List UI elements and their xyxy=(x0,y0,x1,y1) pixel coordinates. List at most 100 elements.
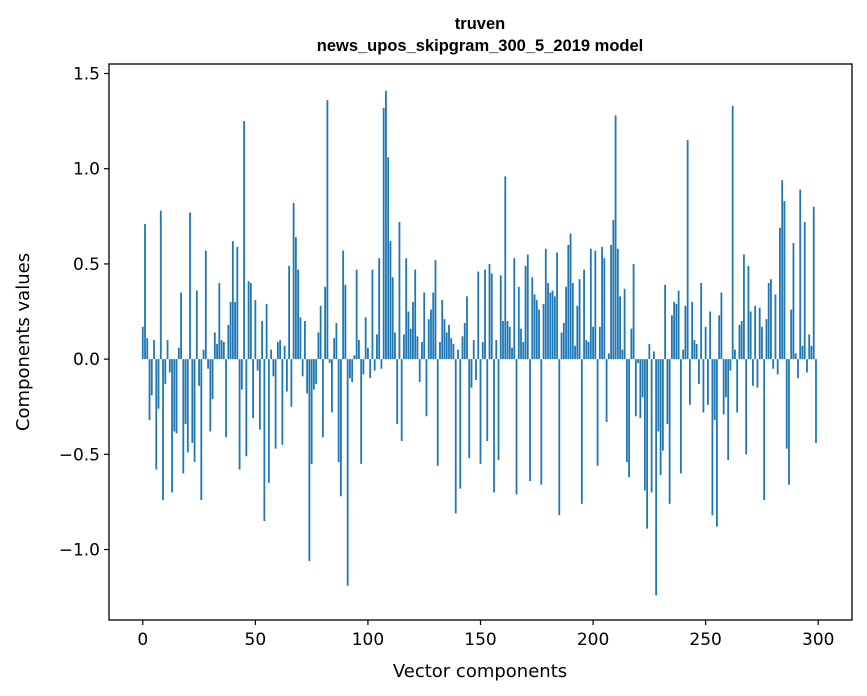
bar xyxy=(517,286,520,360)
bar xyxy=(544,248,547,360)
bar xyxy=(272,359,275,377)
bar xyxy=(513,258,516,360)
chart-title-line-1: truven xyxy=(455,15,505,33)
bar xyxy=(141,326,144,360)
bar xyxy=(200,359,203,501)
bar xyxy=(265,303,268,360)
bar xyxy=(682,349,685,360)
x-tick-label: 200 xyxy=(577,630,609,650)
bar xyxy=(704,326,707,360)
bar xyxy=(351,359,354,382)
bar xyxy=(385,90,387,360)
bar xyxy=(389,241,392,360)
bar xyxy=(279,340,282,360)
bar xyxy=(508,326,511,360)
bar xyxy=(358,340,360,360)
bar xyxy=(801,345,804,360)
bar xyxy=(560,332,563,360)
bar xyxy=(457,349,459,360)
bar xyxy=(752,359,754,386)
bar xyxy=(148,359,151,421)
bar xyxy=(691,302,694,360)
bar xyxy=(637,359,640,363)
bar xyxy=(506,321,509,360)
bar xyxy=(612,220,615,360)
bar xyxy=(337,359,340,462)
bar xyxy=(434,260,437,360)
bar xyxy=(479,359,482,464)
bar xyxy=(808,334,811,360)
bar xyxy=(153,340,155,360)
bar xyxy=(589,248,592,360)
bar xyxy=(533,294,536,360)
bar xyxy=(772,359,775,369)
bar xyxy=(367,347,369,360)
bar xyxy=(470,359,473,388)
x-tick-label: 150 xyxy=(464,630,496,650)
bar xyxy=(312,359,315,390)
bar xyxy=(725,359,727,398)
bar xyxy=(216,343,218,360)
bar xyxy=(747,265,750,360)
bar xyxy=(225,359,227,438)
bar xyxy=(157,359,160,409)
bar xyxy=(688,359,691,405)
bar xyxy=(146,338,149,360)
bar xyxy=(594,250,597,360)
bar xyxy=(398,222,401,360)
bar xyxy=(700,282,703,360)
bar xyxy=(421,342,423,360)
bar xyxy=(150,359,153,396)
bar xyxy=(376,334,378,360)
bar xyxy=(168,359,171,373)
bar xyxy=(252,359,254,419)
x-tick-label: 300 xyxy=(802,630,834,650)
bar xyxy=(675,303,678,360)
bar xyxy=(461,336,464,360)
bar xyxy=(270,349,273,360)
bar xyxy=(288,265,291,360)
bar xyxy=(218,282,221,360)
bar xyxy=(632,263,635,360)
bar xyxy=(574,345,576,360)
bar xyxy=(396,359,399,424)
bar xyxy=(238,359,241,470)
bar xyxy=(290,359,293,407)
bar xyxy=(754,305,757,360)
bar xyxy=(511,347,513,360)
bar xyxy=(596,359,599,466)
bar xyxy=(155,359,158,470)
bar xyxy=(695,343,698,360)
bar xyxy=(603,258,606,360)
bar xyxy=(765,319,768,360)
bar xyxy=(184,359,187,424)
y-axis-ticks: −1.0 −0.5 0.0 0.5 1.0 1.5 xyxy=(59,65,109,561)
bar xyxy=(520,328,522,360)
bar xyxy=(625,359,628,462)
bar xyxy=(403,334,405,360)
bar xyxy=(693,340,696,360)
bar xyxy=(144,223,146,360)
bar xyxy=(497,359,500,461)
bar xyxy=(186,359,189,453)
bar xyxy=(592,326,594,360)
bar xyxy=(553,296,556,360)
bar xyxy=(414,269,417,360)
bar xyxy=(380,359,383,369)
bar xyxy=(677,290,680,360)
bar xyxy=(781,180,784,360)
bar xyxy=(558,359,561,516)
bar xyxy=(607,353,610,360)
bar xyxy=(373,359,376,371)
bar xyxy=(177,347,180,360)
bar xyxy=(576,305,579,360)
bar xyxy=(616,248,619,360)
bar xyxy=(486,359,489,442)
bar xyxy=(619,296,621,360)
bar xyxy=(571,282,574,360)
bar xyxy=(538,309,540,360)
bar xyxy=(598,326,601,360)
bar xyxy=(767,282,770,360)
bar xyxy=(585,340,588,360)
bar xyxy=(346,359,349,586)
